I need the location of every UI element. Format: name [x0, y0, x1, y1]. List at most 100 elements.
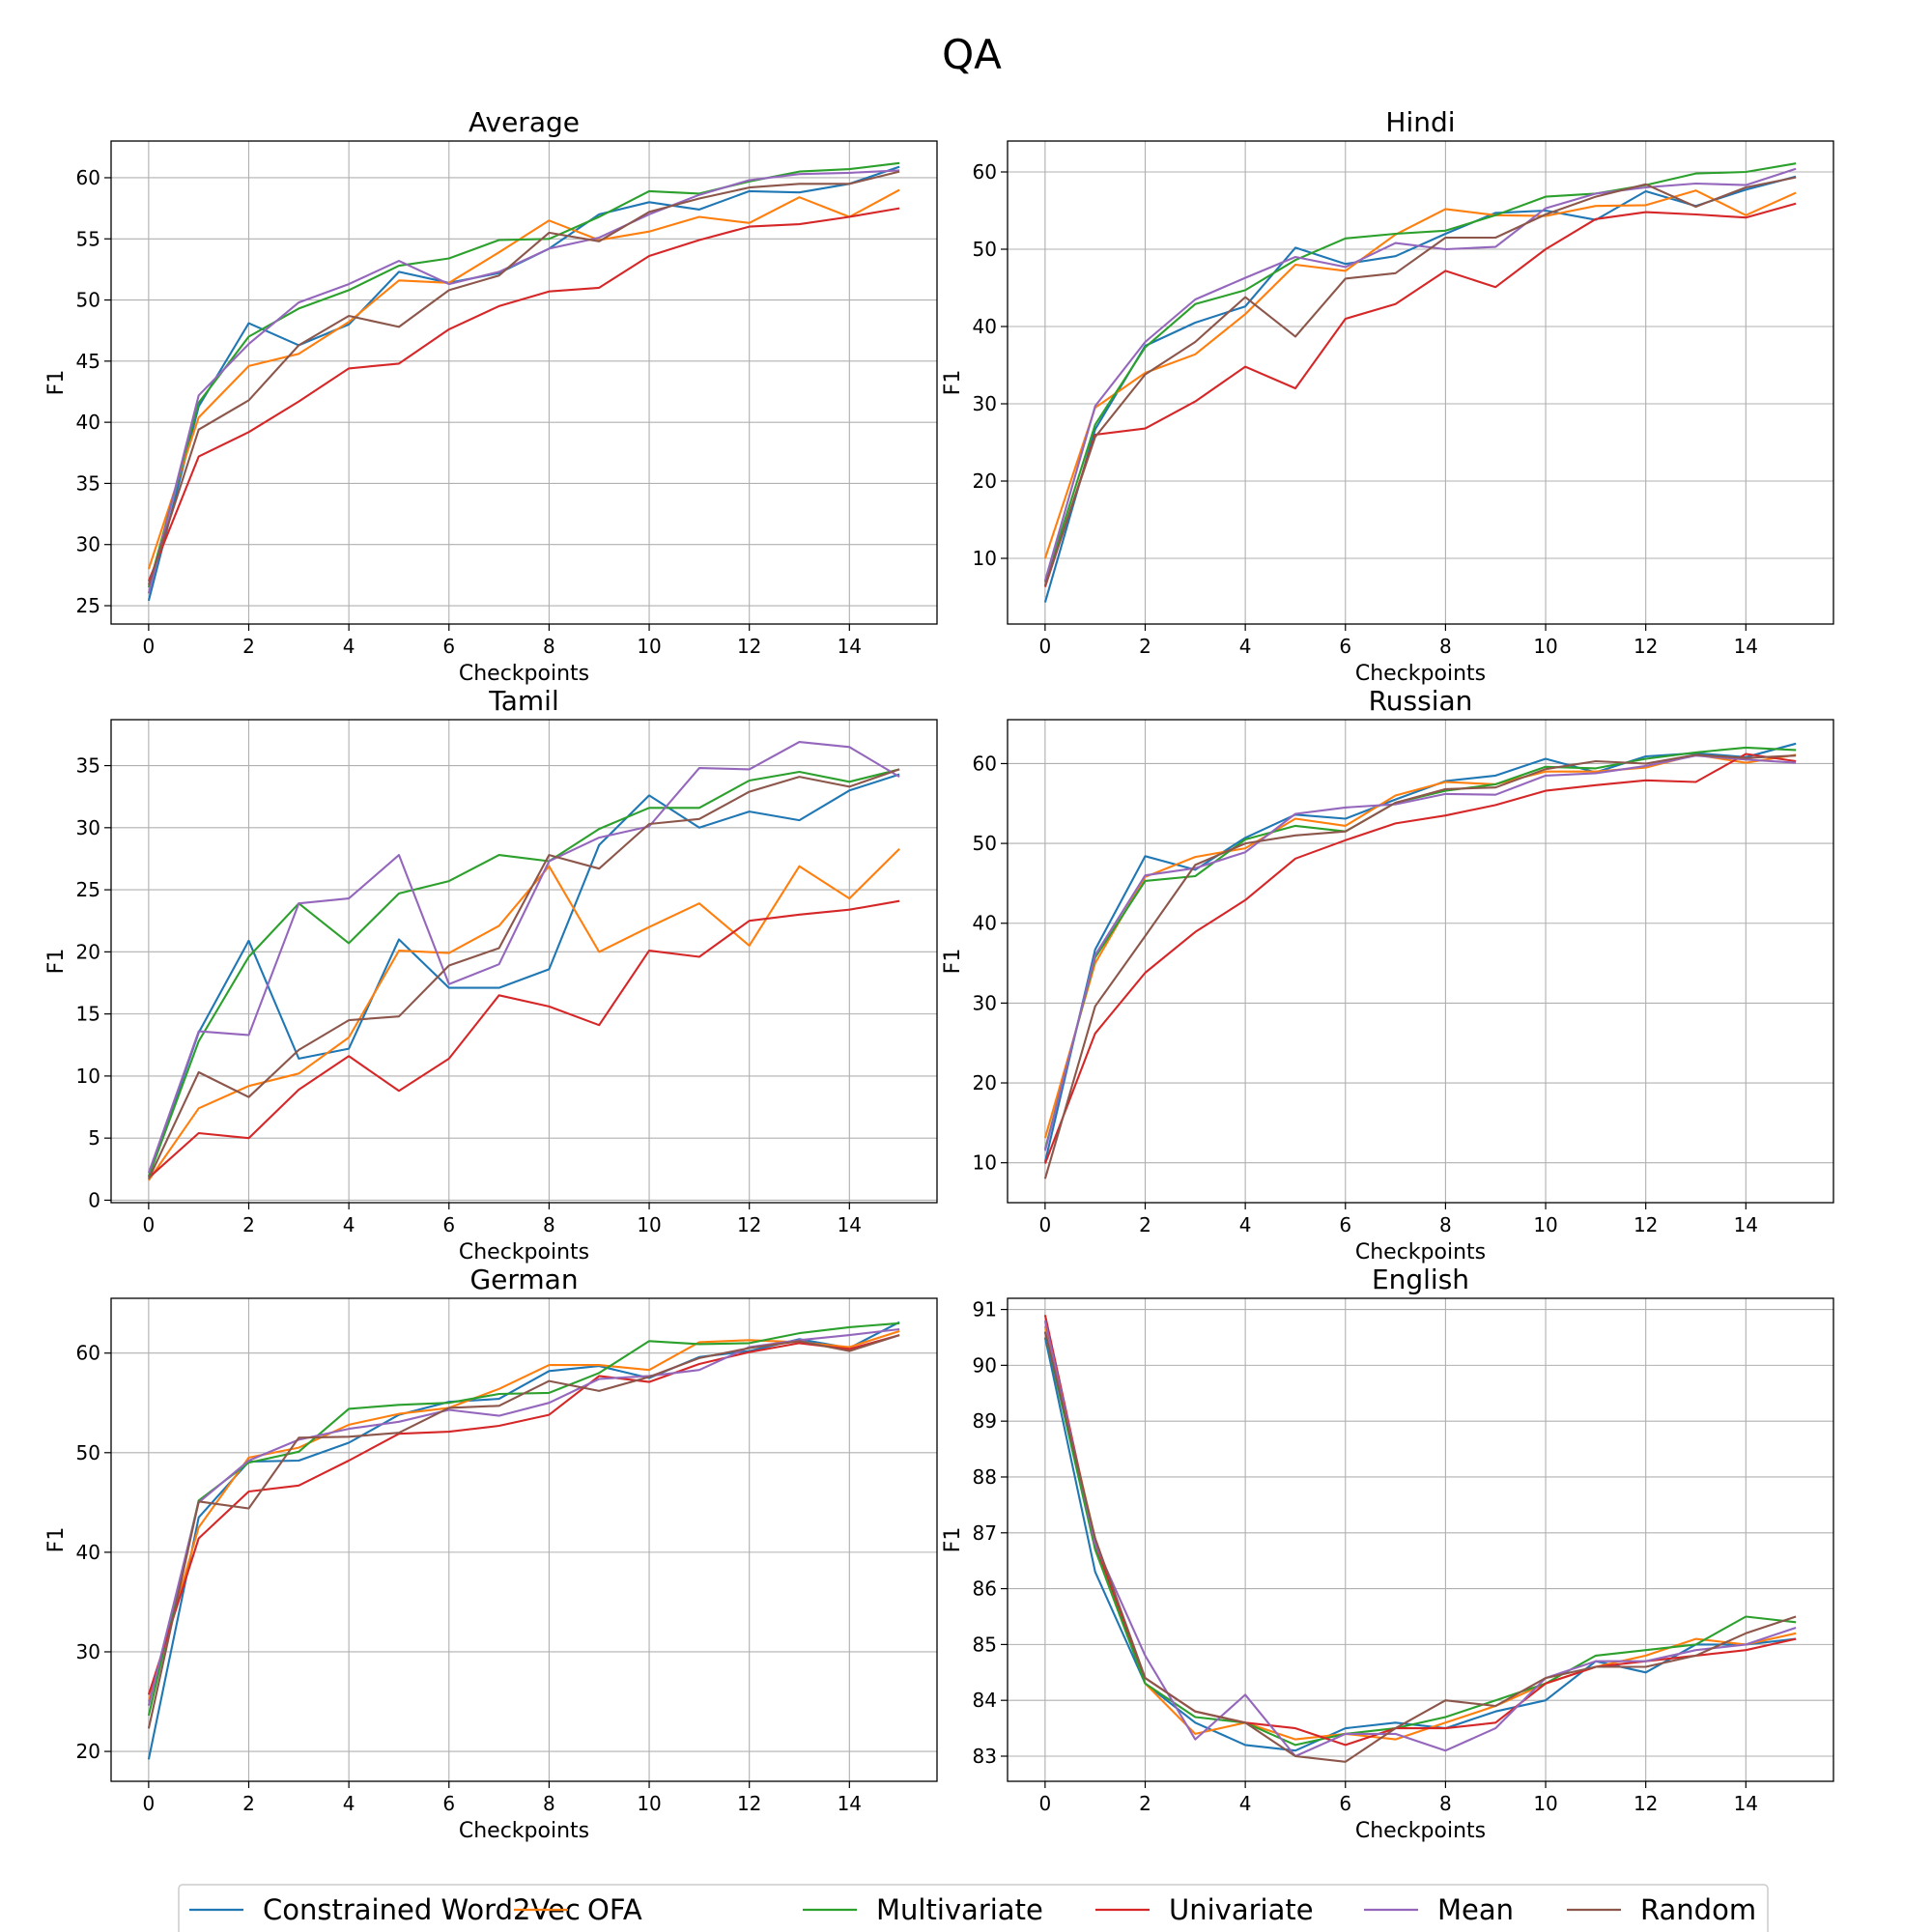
- y-tick-label: 91: [973, 1298, 997, 1321]
- chart-title: Tamil: [488, 685, 558, 717]
- x-tick-label: 8: [543, 1213, 555, 1236]
- series-line-univariate: [1043, 753, 1797, 1164]
- x-tick-label: 4: [1239, 635, 1252, 658]
- chart-title: German: [469, 1264, 578, 1295]
- series-line-ofa: [148, 847, 900, 1181]
- y-tick-label: 10: [973, 1151, 997, 1175]
- y-tick-label: 60: [973, 752, 997, 775]
- y-tick-label: 50: [973, 832, 997, 855]
- x-tick-label: 4: [1239, 1792, 1252, 1815]
- y-tick-label: 87: [973, 1521, 997, 1545]
- figure-title: QA: [942, 31, 1002, 78]
- x-tick-label: 4: [343, 1792, 355, 1815]
- series-line-mean: [147, 169, 900, 594]
- series-line-random: [1043, 176, 1797, 586]
- legend-item-random: Random: [1567, 1893, 1756, 1926]
- y-tick-label: 40: [973, 315, 997, 338]
- series-line-mean: [1043, 754, 1797, 1151]
- x-axis-label: Checkpoints: [1355, 662, 1486, 686]
- x-tick-label: 12: [1634, 1792, 1658, 1815]
- x-tick-label: 0: [142, 1792, 155, 1815]
- chart-tamil: 0 2 4 6 8 10 12 14 0 5 10 15 20 25 30 35 Tamil Checkpoint…: [44, 685, 938, 1264]
- x-tick-label: 0: [1038, 1792, 1051, 1815]
- y-tick-label: 88: [973, 1465, 997, 1489]
- x-tick-label: 12: [1634, 635, 1658, 658]
- y-tick-label: 10: [973, 547, 997, 570]
- legend-label: Random: [1640, 1893, 1756, 1926]
- x-tick-label: 8: [543, 635, 555, 658]
- chart-title: Average: [469, 106, 580, 138]
- y-tick-label: 15: [76, 1003, 100, 1026]
- x-tick-label: 10: [637, 1792, 661, 1815]
- x-tick-label: 2: [242, 1792, 255, 1815]
- x-tick-label: 2: [1139, 1792, 1151, 1815]
- x-axis-label: Checkpoints: [459, 1819, 589, 1843]
- x-axis-label: Checkpoints: [459, 1240, 589, 1264]
- y-tick-label: 50: [76, 1441, 100, 1464]
- legend-frame: [178, 1884, 1769, 1932]
- y-tick-label: 60: [76, 166, 100, 189]
- y-tick-label: 5: [88, 1126, 100, 1150]
- series-line-ofa: [147, 188, 900, 570]
- x-tick-label: 8: [1439, 1792, 1452, 1815]
- series-line-random: [147, 1334, 900, 1729]
- y-tick-label: 84: [973, 1689, 997, 1712]
- chart-title: Russian: [1369, 685, 1473, 717]
- y-tick-label: 85: [973, 1633, 997, 1656]
- x-tick-label: 10: [637, 635, 661, 658]
- y-tick-label: 40: [76, 411, 100, 434]
- y-tick-label: 30: [973, 392, 997, 415]
- y-tick-label: 60: [76, 1342, 100, 1365]
- y-axis-label: F1: [941, 370, 965, 396]
- x-tick-label: 4: [1239, 1213, 1252, 1236]
- series-line-random: [147, 768, 900, 1180]
- plot-frame: [1007, 719, 1834, 1204]
- charts-container: 0 2 4 6 8 10 12 142530354045505560AverageCheckp…: [44, 106, 1834, 1843]
- y-tick-label: 89: [973, 1409, 997, 1433]
- x-tick-label: 10: [1533, 1792, 1557, 1815]
- series-line-univariate: [148, 899, 900, 1179]
- series-line-random: [1043, 1331, 1797, 1763]
- y-tick-label: 50: [973, 238, 997, 261]
- chart-german: 0 2 4 6 8 10 12 14 20 30 40 50 60 German Checkpoints F1: [44, 1264, 938, 1843]
- x-tick-label: 12: [737, 1213, 761, 1236]
- series-line-univariate: [147, 207, 900, 582]
- y-tick-label: 35: [76, 471, 100, 495]
- y-axis-label: F1: [941, 949, 965, 975]
- y-tick-label: 20: [973, 469, 997, 493]
- x-tick-label: 14: [838, 635, 862, 658]
- y-tick-label: 20: [973, 1071, 997, 1094]
- x-axis-label: Checkpoints: [459, 662, 589, 686]
- legend-label: OFA: [587, 1893, 642, 1926]
- series-line-mean: [1043, 1320, 1797, 1758]
- x-tick-label: 0: [1038, 635, 1051, 658]
- x-tick-label: 8: [1439, 1213, 1452, 1236]
- series-line-multivariate: [1043, 1331, 1797, 1747]
- y-tick-label: 20: [76, 1740, 100, 1763]
- x-tick-label: 6: [1339, 1213, 1351, 1236]
- x-tick-label: 14: [838, 1792, 862, 1815]
- x-tick-label: 10: [637, 1213, 661, 1236]
- chart-title: Hindi: [1385, 106, 1455, 138]
- y-tick-label: 0: [88, 1188, 100, 1211]
- y-tick-label: 83: [973, 1745, 997, 1768]
- x-tick-label: 0: [142, 635, 155, 658]
- legend-item-ofa: OFA: [514, 1893, 642, 1926]
- series-line-univariate: [147, 1334, 900, 1695]
- y-tick-label: 25: [76, 594, 100, 617]
- legend-item-mean: Mean: [1364, 1893, 1514, 1926]
- series-line-ofa: [147, 1329, 900, 1702]
- y-tick-label: 40: [973, 912, 997, 935]
- x-tick-label: 14: [1734, 635, 1758, 658]
- y-tick-label: 90: [973, 1353, 997, 1377]
- series-line-multivariate: [1043, 162, 1797, 583]
- legend-label: Multivariate: [876, 1893, 1043, 1926]
- y-axis-label: F1: [941, 1527, 965, 1553]
- x-tick-label: 12: [737, 635, 761, 658]
- x-tick-label: 6: [1339, 635, 1351, 658]
- x-tick-label: 14: [1734, 1792, 1758, 1815]
- y-tick-label: 86: [973, 1577, 997, 1601]
- x-axis-label: Checkpoints: [1355, 1240, 1486, 1264]
- x-tick-label: 2: [242, 1213, 255, 1236]
- x-tick-label: 14: [838, 1213, 862, 1236]
